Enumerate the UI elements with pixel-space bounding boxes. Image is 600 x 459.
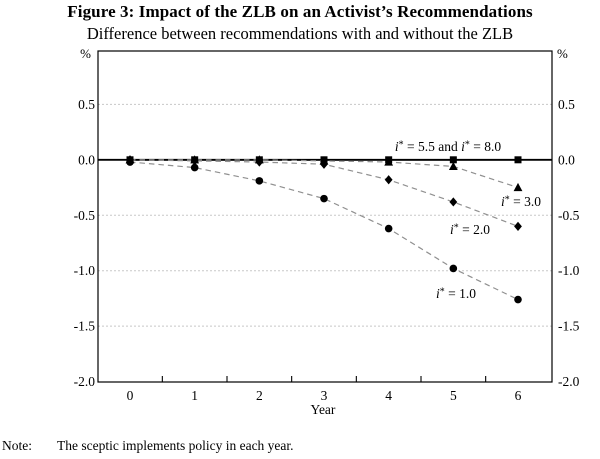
- x-axis-label: 0: [127, 388, 134, 403]
- marker-triangle: [448, 161, 458, 171]
- marker-diamond: [514, 221, 522, 231]
- x-axis-title: Year: [311, 402, 336, 417]
- plot-border: [97, 50, 553, 383]
- series-annotation: i* = 3.0: [501, 194, 541, 209]
- marker-triangle: [513, 182, 523, 192]
- marker-circle: [190, 163, 199, 172]
- series-annotation: i* = 5.5 and i* = 8.0: [395, 139, 502, 154]
- marker-circle: [320, 194, 328, 203]
- y-axis-label-right: -1.5: [558, 319, 580, 334]
- y-axis-label-left: -1.0: [74, 263, 96, 278]
- y-axis-label-right: -0.5: [558, 208, 580, 223]
- marker-square: [449, 156, 457, 164]
- marker-diamond: [384, 175, 393, 185]
- y-unit-right: %: [557, 46, 568, 61]
- x-axis-label: 4: [385, 388, 392, 403]
- x-axis-label: 3: [321, 388, 328, 403]
- figure-title: Figure 3: Impact of the ZLB on an Activi…: [67, 2, 533, 21]
- y-axis-label-left: 0.0: [78, 152, 95, 167]
- marker-square: [255, 156, 263, 164]
- note-label: Note:: [2, 438, 32, 453]
- marker-circle: [449, 264, 458, 273]
- y-unit-left: %: [80, 46, 91, 61]
- y-axis-label-right: 0.5: [558, 97, 575, 112]
- marker-square: [191, 156, 199, 164]
- marker-circle: [514, 295, 522, 304]
- x-axis-label: 5: [450, 388, 457, 403]
- x-axis-label: 1: [191, 388, 198, 403]
- y-axis-label-left: -2.0: [74, 374, 96, 389]
- figure-note: Note: The sceptic implements policy in e…: [2, 438, 294, 454]
- marker-diamond: [449, 197, 458, 207]
- y-axis-label-left: -0.5: [74, 208, 96, 223]
- marker-circle: [384, 224, 393, 233]
- figure-subtitle: Difference between recommendations with …: [86, 24, 514, 43]
- note-text: The sceptic implements policy in each ye…: [57, 438, 294, 453]
- y-axis-label-right: -1.0: [558, 263, 580, 278]
- x-axis-label: 6: [515, 388, 522, 403]
- y-axis-label-right: 0.0: [558, 152, 575, 167]
- marker-circle: [255, 177, 264, 185]
- y-axis-label-right: -2.0: [558, 374, 580, 389]
- marker-square: [385, 156, 393, 164]
- series-annotation: i* = 2.0: [450, 222, 490, 237]
- marker-square: [320, 156, 328, 164]
- series-line-diamond: [129, 159, 519, 227]
- marker-square: [514, 156, 522, 164]
- y-axis-label-left: -1.5: [74, 319, 96, 334]
- y-axis-label-left: 0.5: [78, 97, 95, 112]
- series-annotation: i* = 1.0: [436, 286, 476, 301]
- x-axis-label: 2: [256, 388, 263, 403]
- marker-square: [126, 156, 134, 164]
